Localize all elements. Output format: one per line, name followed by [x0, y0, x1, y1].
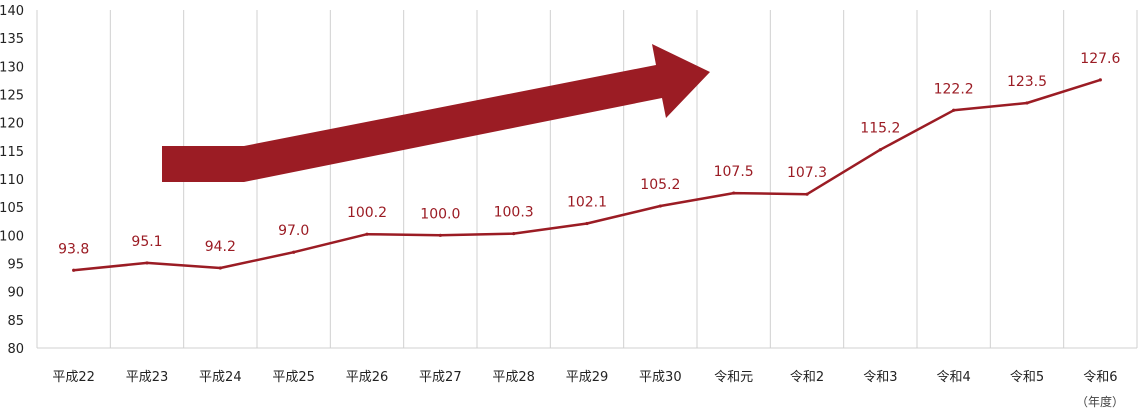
chart-grid	[36, 10, 1138, 349]
data-labels: 93.8 95.1 94.2 97.0 100.2 100.0 100.3 102.1 105.…	[58, 51, 1120, 257]
data-label: 94.2	[205, 239, 236, 255]
data-label: 100.0	[420, 206, 460, 222]
data-point	[1098, 78, 1102, 82]
y-tick-label: 100	[0, 229, 24, 244]
x-tick-label: 令和4	[937, 370, 971, 385]
x-tick-label: 平成23	[126, 370, 169, 385]
data-point	[732, 191, 736, 195]
x-tick-label: 令和3	[863, 370, 897, 385]
data-label: 122.2	[934, 81, 974, 97]
data-point	[805, 192, 809, 196]
x-tick-label: 平成29	[566, 370, 609, 385]
data-label: 97.0	[278, 223, 309, 239]
data-label: 105.2	[640, 177, 680, 193]
y-tick-label: 120	[0, 117, 24, 132]
y-tick-label: 105	[0, 201, 24, 216]
data-point	[438, 233, 442, 237]
x-axis-unit-label: （年度）	[1076, 394, 1124, 409]
data-point	[952, 108, 956, 112]
data-label: 107.3	[787, 165, 827, 181]
x-tick-label: 平成30	[639, 370, 682, 385]
x-tick-label: 令和5	[1010, 370, 1044, 385]
x-tick-label: 平成27	[419, 370, 462, 385]
x-tick-label: 平成28	[492, 370, 535, 385]
x-tick-label: 平成22	[52, 370, 95, 385]
data-label: 95.1	[131, 234, 162, 250]
data-label: 100.2	[347, 205, 387, 221]
y-tick-label: 130	[0, 60, 24, 75]
data-label: 127.6	[1080, 51, 1120, 67]
y-tick-label: 85	[7, 314, 24, 329]
data-point	[585, 221, 589, 226]
data-point	[1025, 101, 1029, 105]
y-tick-label: 115	[0, 145, 24, 160]
data-label: 107.5	[714, 164, 754, 180]
data-point	[878, 148, 882, 152]
y-tick-label: 90	[7, 286, 24, 301]
x-axis: 平成22 平成23 平成24 平成25 平成26 平成27 平成28 平成29 平成30 令和元 令…	[52, 370, 1117, 385]
x-tick-label: 令和元	[714, 370, 753, 385]
y-tick-label: 95	[7, 258, 24, 273]
data-point	[365, 232, 369, 236]
series-line	[72, 78, 1102, 272]
x-tick-label: 平成24	[199, 370, 242, 385]
data-label: 123.5	[1007, 74, 1047, 90]
x-tick-label: 令和6	[1083, 370, 1117, 385]
data-point	[218, 266, 222, 270]
y-tick-label: 110	[0, 173, 24, 188]
x-tick-label: 平成26	[346, 370, 389, 385]
y-tick-label: 135	[0, 32, 24, 47]
data-point	[145, 261, 149, 265]
data-label: 115.2	[860, 121, 900, 137]
x-tick-label: 令和2	[790, 370, 824, 385]
y-tick-label: 125	[0, 89, 24, 104]
data-point	[512, 232, 516, 236]
y-tick-label: 140	[0, 4, 24, 19]
data-label: 100.3	[494, 205, 534, 221]
data-label: 102.1	[567, 195, 607, 211]
trend-arrow	[162, 44, 710, 182]
y-tick-label: 80	[7, 342, 24, 357]
x-tick-label: 平成25	[272, 370, 315, 385]
data-point	[658, 204, 662, 208]
data-point	[292, 250, 296, 254]
data-label: 93.8	[58, 241, 89, 257]
data-point	[72, 268, 76, 272]
y-axis: 80 85 90 95 100 105 110 115 120 125 130 135 140	[0, 4, 24, 357]
